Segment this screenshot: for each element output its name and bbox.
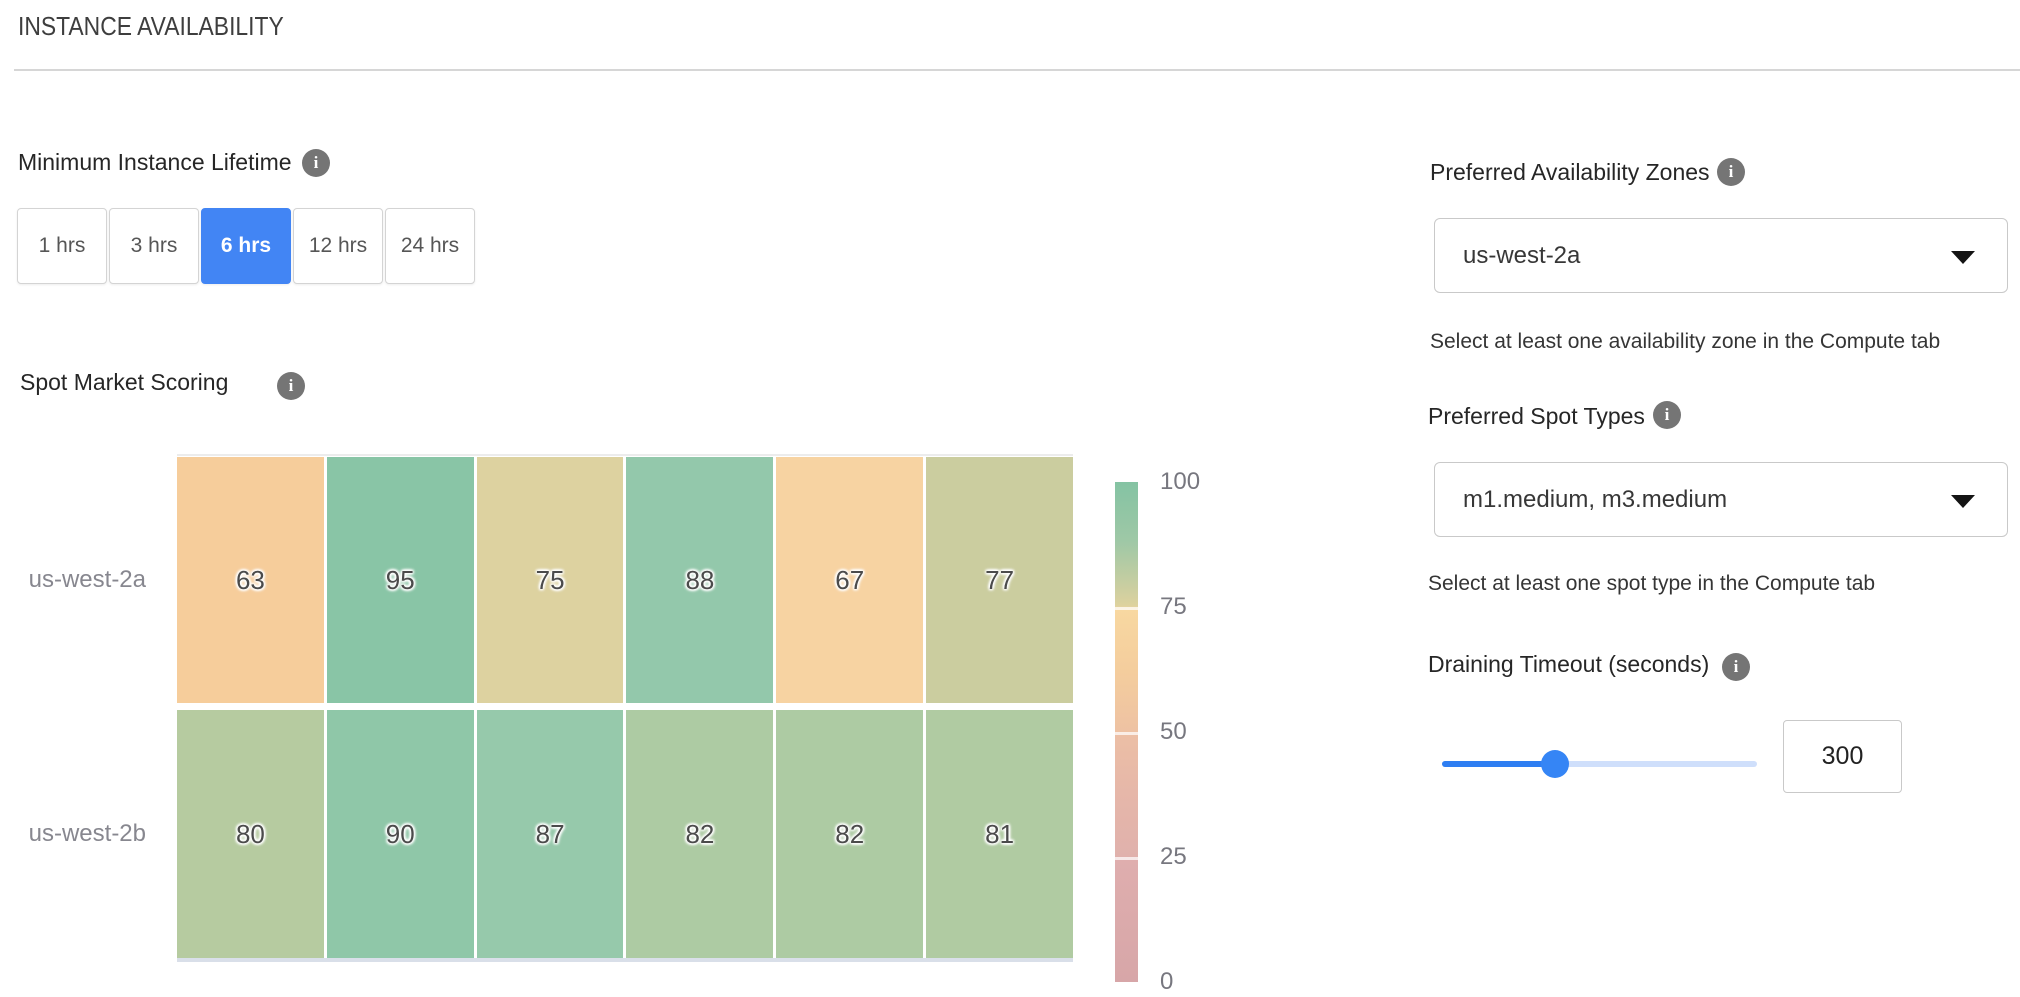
zones-info-icon[interactable]: i <box>1717 158 1745 186</box>
page-title: INSTANCE AVAILABILITY <box>18 11 284 41</box>
heatmap-cell: 90 <box>326 710 474 958</box>
heatmap-row-labels: us-west-2a us-west-2b <box>17 457 146 958</box>
heatmap-cell: 75 <box>476 457 624 703</box>
chevron-down-icon <box>1951 250 1975 264</box>
lifetime-option-12-hrs[interactable]: 12 hrs <box>293 208 383 284</box>
heatmap-cell: 80 <box>177 710 324 958</box>
spot-types-select[interactable]: m1.medium, m3.medium <box>1434 462 2008 537</box>
lifetime-option-6-hrs[interactable]: 6 hrs <box>201 208 291 284</box>
lifetime-button-group: 1 hrs 3 hrs 6 hrs 12 hrs 24 hrs <box>17 208 475 284</box>
lifetime-option-3-hrs[interactable]: 3 hrs <box>109 208 199 284</box>
spot-types-info-icon[interactable]: i <box>1653 401 1681 429</box>
heatmap-cell: 95 <box>326 457 474 703</box>
title-divider <box>14 69 2020 71</box>
legend-separator <box>1115 857 1138 860</box>
heatmap-cell: 87 <box>476 710 624 958</box>
lifetime-label: Minimum Instance Lifetime <box>18 149 292 175</box>
draining-timeout-label: Draining Timeout (seconds) <box>1428 651 1710 677</box>
slider-fill <box>1442 761 1556 767</box>
legend-tick-label: 0 <box>1160 968 1174 995</box>
zones-label: Preferred Availability Zones <box>1430 159 1710 185</box>
slider-thumb[interactable] <box>1541 750 1570 778</box>
legend-separator <box>1115 607 1138 610</box>
heatmap-bottom-border <box>177 958 1073 962</box>
spot-types-helper-text: Select at least one spot type in the Com… <box>1428 572 1876 595</box>
zones-select[interactable]: us-west-2a <box>1434 218 2008 293</box>
zones-select-value: us-west-2a <box>1463 241 1581 269</box>
chevron-down-icon <box>1951 494 1975 508</box>
legend-tick-label: 100 <box>1160 468 1201 495</box>
legend-tick-label: 50 <box>1160 718 1187 745</box>
heatmap-cell: 82 <box>776 710 924 958</box>
spot-types-select-value: m1.medium, m3.medium <box>1463 485 1728 513</box>
lifetime-option-1-hrs[interactable]: 1 hrs <box>17 208 107 284</box>
draining-timeout-info-icon[interactable]: i <box>1722 653 1750 681</box>
heatmap-row-label: us-west-2a <box>28 566 146 593</box>
lifetime-info-icon[interactable]: i <box>302 149 330 177</box>
scoring-info-icon[interactable]: i <box>277 372 305 400</box>
heatmap-cell: 67 <box>776 457 924 703</box>
spot-types-label: Preferred Spot Types <box>1428 403 1645 429</box>
heatmap-row-label: us-west-2b <box>28 820 146 847</box>
legend-tick-label: 75 <box>1160 593 1187 620</box>
heatmap-cell: 82 <box>626 710 774 958</box>
heatmap-cell: 81 <box>926 710 1073 958</box>
heatmap-top-border <box>177 454 1073 456</box>
draining-timeout-slider[interactable] <box>1442 749 1757 779</box>
draining-timeout-input[interactable] <box>1783 720 1902 793</box>
scoring-label: Spot Market Scoring <box>20 369 229 395</box>
heatmap-cell: 77 <box>926 457 1073 703</box>
legend-tick-label: 25 <box>1160 843 1187 870</box>
lifetime-option-24-hrs[interactable]: 24 hrs <box>385 208 475 284</box>
slider-track[interactable] <box>1442 761 1757 767</box>
legend-separator <box>1115 732 1138 735</box>
heatmap-cell: 63 <box>177 457 324 703</box>
heatmap-grid: 63 95 75 88 67 77 80 90 87 82 82 81 <box>177 457 1073 958</box>
zones-helper-text: Select at least one availability zone in… <box>1430 330 1941 353</box>
legend-gradient-bar <box>1115 482 1138 982</box>
heatmap-cell: 88 <box>626 457 774 703</box>
